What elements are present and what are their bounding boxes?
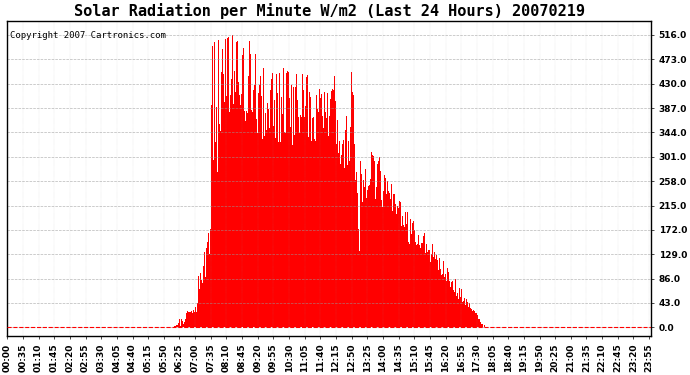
Text: Copyright 2007 Cartronics.com: Copyright 2007 Cartronics.com [10, 31, 166, 40]
Title: Solar Radiation per Minute W/m2 (Last 24 Hours) 20070219: Solar Radiation per Minute W/m2 (Last 24… [74, 3, 584, 19]
